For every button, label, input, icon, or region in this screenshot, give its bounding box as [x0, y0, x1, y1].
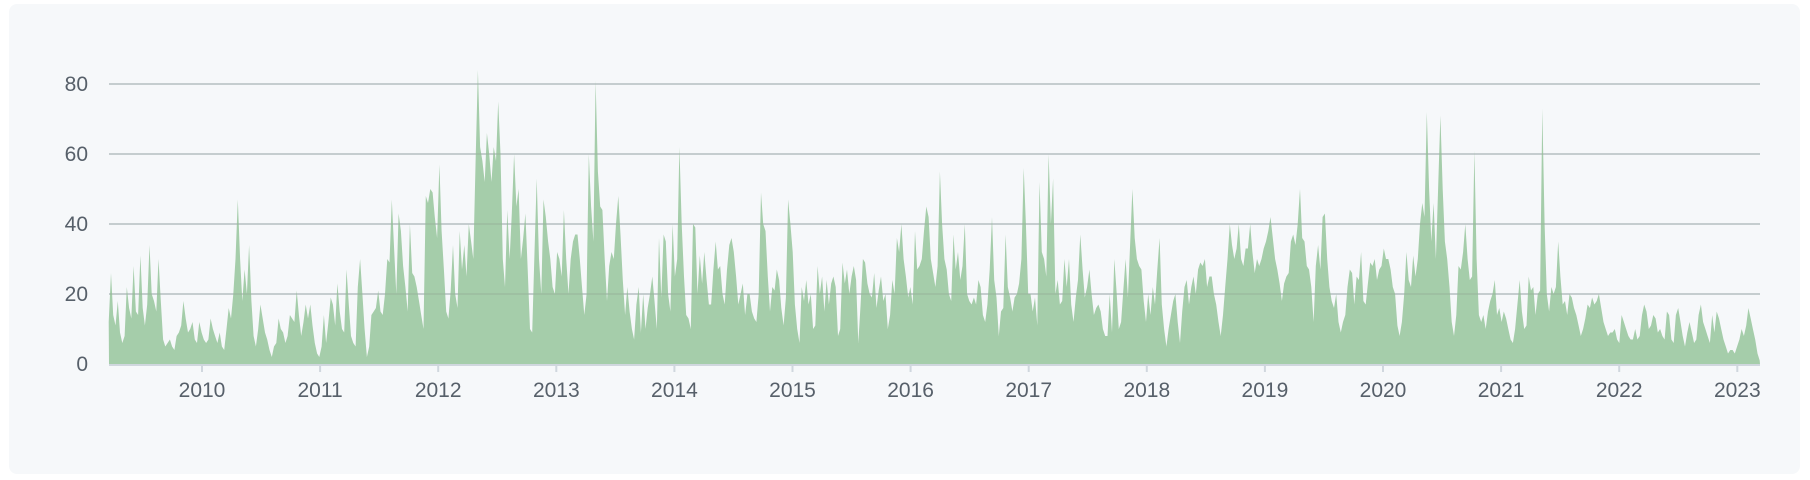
area-series — [108, 70, 1761, 364]
x-tick-label: 2021 — [1478, 379, 1525, 402]
y-tick-label: 20 — [65, 283, 88, 306]
y-tick-label: 40 — [65, 213, 88, 236]
y-tick-label: 0 — [76, 353, 88, 376]
x-tick-label: 2013 — [533, 379, 580, 402]
x-tick-label: 2014 — [651, 379, 698, 402]
x-tick-label: 2016 — [887, 379, 934, 402]
gridlines — [109, 83, 1760, 295]
y-tick-label: 80 — [65, 73, 88, 96]
x-tick-label: 2012 — [415, 379, 462, 402]
y-tick-label: 60 — [65, 143, 88, 166]
chart-card — [9, 4, 1800, 474]
x-tick-label: 2022 — [1596, 379, 1643, 402]
x-tick-label: 2018 — [1123, 379, 1170, 402]
x-axis: 2010 2011 2012 2013 2014 2015 2016 2017 2018 2019… — [109, 364, 1761, 402]
area-fill — [108, 70, 1761, 364]
x-tick-label: 2015 — [769, 379, 816, 402]
x-tick-label: 2011 — [298, 379, 343, 402]
x-tick-label: 2020 — [1360, 379, 1407, 402]
x-tick-label: 2017 — [1005, 379, 1052, 402]
y-axis: 0 20 40 60 80 — [65, 73, 88, 376]
x-tick-label: 2019 — [1242, 379, 1289, 402]
x-tick-label: 2023 — [1714, 379, 1761, 402]
x-tick-label: 2010 — [179, 379, 226, 402]
